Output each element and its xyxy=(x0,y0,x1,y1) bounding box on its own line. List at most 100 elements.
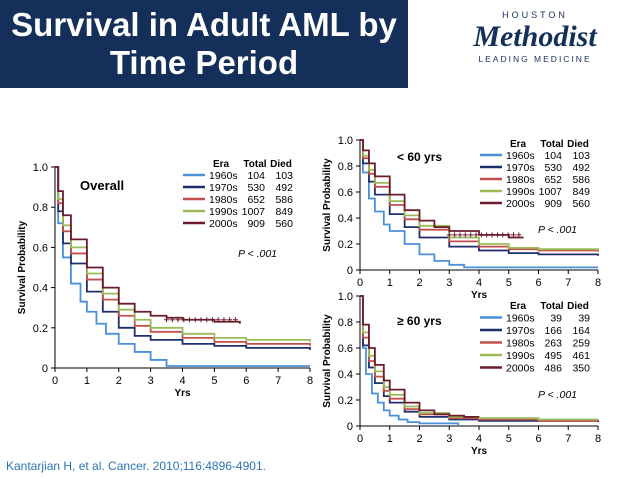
legend-era: 1960s xyxy=(506,150,535,162)
censor-mark xyxy=(198,317,204,323)
legend-died: 492 xyxy=(275,182,293,194)
legend-era: 1970s xyxy=(506,325,535,337)
legend-total: 39 xyxy=(550,313,562,325)
chart-under-60: 0 1 2 3 4 5 6 7 8 0 0.2 0.4 0.6 0.8 1.0 Yrs Survival Pro… xyxy=(322,135,601,301)
y-tick-label: 0.8 xyxy=(33,202,48,214)
title-line-1: Survival in Adult AML by xyxy=(11,6,397,43)
legend-total: 530 xyxy=(544,162,562,174)
x-tick-label: 3 xyxy=(148,375,154,387)
x-tick-label: 2 xyxy=(416,277,422,289)
legend-era: 2000s xyxy=(506,198,535,210)
legend-header-total: Total xyxy=(540,139,563,150)
legend-total: 104 xyxy=(544,150,562,162)
logo-tagline: LEADING MEDICINE xyxy=(478,54,592,64)
series-line-1990s xyxy=(55,166,311,342)
censor-mark xyxy=(446,232,452,238)
x-tick-label: 0 xyxy=(357,433,363,445)
series-line-1970s xyxy=(360,295,599,423)
x-axis-label: Yrs xyxy=(471,446,488,457)
p-value: P < .001 xyxy=(538,389,577,401)
y-tick-label: 0.6 xyxy=(338,343,353,355)
censor-mark xyxy=(500,232,506,238)
legend-total: 652 xyxy=(247,194,265,206)
censor-mark xyxy=(204,317,210,323)
censor-mark xyxy=(187,317,193,323)
legend-died: 103 xyxy=(275,170,293,182)
series-line-1970s xyxy=(55,166,311,350)
x-tick-label: 2 xyxy=(116,375,122,387)
x-axis-label: Yrs xyxy=(471,290,488,301)
legend-era: 1960s xyxy=(506,313,535,325)
legend-header-died: Died xyxy=(270,159,292,170)
censor-mark xyxy=(209,317,215,323)
x-tick-label: 0 xyxy=(357,277,363,289)
legend-era: 2000s xyxy=(506,363,535,375)
x-tick-label: 7 xyxy=(275,375,281,387)
x-tick-label: 3 xyxy=(446,277,452,289)
legend-died: 259 xyxy=(572,338,590,350)
legend-died: 350 xyxy=(572,363,590,375)
p-value: P < .001 xyxy=(538,224,577,236)
panel-title: Overall xyxy=(80,178,124,193)
censor-mark xyxy=(473,232,479,238)
legend-header-era: Era xyxy=(510,139,527,150)
y-tick-label: 0.6 xyxy=(33,242,48,254)
p-value: P < .001 xyxy=(238,248,277,260)
x-tick-label: 7 xyxy=(565,433,571,445)
legend-total: 486 xyxy=(544,363,562,375)
y-tick-label: 0 xyxy=(347,421,353,433)
series-line-1960s xyxy=(55,166,310,367)
y-tick-label: 0.4 xyxy=(338,369,353,381)
x-tick-label: 1 xyxy=(387,433,393,445)
legend-total: 495 xyxy=(544,350,562,362)
censor-mark xyxy=(221,317,227,323)
x-tick-label: 2 xyxy=(416,433,422,445)
censor-mark xyxy=(505,232,511,238)
legend-died: 849 xyxy=(275,206,293,218)
censor-mark xyxy=(227,317,233,323)
x-tick-label: 5 xyxy=(506,433,512,445)
censor-mark xyxy=(232,317,238,323)
x-tick-label: 4 xyxy=(179,375,185,387)
legend-total: 263 xyxy=(544,338,562,350)
censor-mark xyxy=(494,232,500,238)
x-tick-label: 6 xyxy=(243,375,249,387)
legend-died: 39 xyxy=(578,313,590,325)
censor-mark xyxy=(478,232,484,238)
y-tick-label: 1.0 xyxy=(33,162,48,174)
legend-era: 1960s xyxy=(209,170,238,182)
series-line-1960s xyxy=(360,295,460,426)
logo-top-text: HOUSTON xyxy=(502,10,568,20)
panel-title: ≥ 60 yrs xyxy=(397,314,442,328)
censor-mark xyxy=(452,232,458,238)
y-axis-label: Survival Probability xyxy=(17,220,28,314)
y-tick-label: 0.4 xyxy=(33,283,48,295)
legend-era: 1980s xyxy=(506,174,535,186)
slide-title: Survival in Adult AML by Time Period xyxy=(0,6,408,82)
legend-header-total: Total xyxy=(243,159,266,170)
legend-died: 560 xyxy=(275,218,293,230)
legend-era: 2000s xyxy=(209,218,238,230)
x-tick-label: 3 xyxy=(446,433,452,445)
chart-over-60: 0 1 2 3 4 5 6 7 8 0 0.2 0.4 0.6 0.8 1.0 Yrs Survival Pro… xyxy=(322,291,601,457)
series-line-2000s xyxy=(360,139,524,239)
legend-total: 652 xyxy=(544,174,562,186)
legend-died: 492 xyxy=(572,162,590,174)
legend-died: 103 xyxy=(572,150,590,162)
legend-died: 461 xyxy=(572,350,590,362)
x-tick-label: 8 xyxy=(307,375,313,387)
logo-wordmark: Methodist xyxy=(473,20,597,53)
legend-era: 1970s xyxy=(506,162,535,174)
x-tick-label: 0 xyxy=(52,375,58,387)
x-tick-label: 5 xyxy=(506,277,512,289)
legend-header-died: Died xyxy=(567,139,589,150)
legend-died: 560 xyxy=(572,198,590,210)
y-tick-label: 1.0 xyxy=(338,135,353,147)
y-axis-label: Survival Probability xyxy=(322,158,333,252)
title-banner: Survival in Adult AML by Time Period xyxy=(0,0,412,88)
legend-died: 586 xyxy=(572,174,590,186)
censor-mark xyxy=(175,317,181,323)
y-tick-label: 0.2 xyxy=(33,323,48,335)
censor-mark xyxy=(484,232,490,238)
